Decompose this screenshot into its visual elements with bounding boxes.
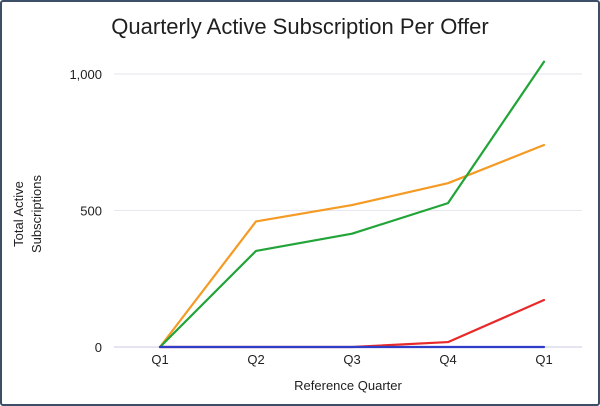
- x-tick-label: Q1: [535, 352, 552, 367]
- y-tick-label: 500: [80, 204, 102, 219]
- x-tick-label: Q4: [439, 352, 456, 367]
- x-tick-label: Q2: [247, 352, 264, 367]
- y-tick-label: 0: [95, 340, 102, 355]
- series-line-3: [158, 298, 546, 349]
- grid-layer: [114, 73, 582, 348]
- series-line-2: [158, 60, 546, 349]
- x-tick-labels: Q1 Q2 Q3 Q4 Q1: [151, 352, 552, 367]
- y-tick-label: 1,000: [69, 67, 102, 82]
- x-tick-label: Q1: [151, 352, 168, 367]
- y-axis-label-line-1: Total Active: [11, 181, 26, 247]
- x-tick-label: Q3: [343, 352, 360, 367]
- series-layer: [158, 60, 546, 349]
- series-line-1: [158, 143, 546, 349]
- y-axis-label-line-2: Subscriptions: [29, 174, 44, 253]
- chart-title: Quarterly Active Subscription Per Offer: [111, 14, 488, 39]
- x-axis-label: Reference Quarter: [294, 378, 402, 393]
- y-tick-labels: 0 500 1,000: [69, 67, 102, 355]
